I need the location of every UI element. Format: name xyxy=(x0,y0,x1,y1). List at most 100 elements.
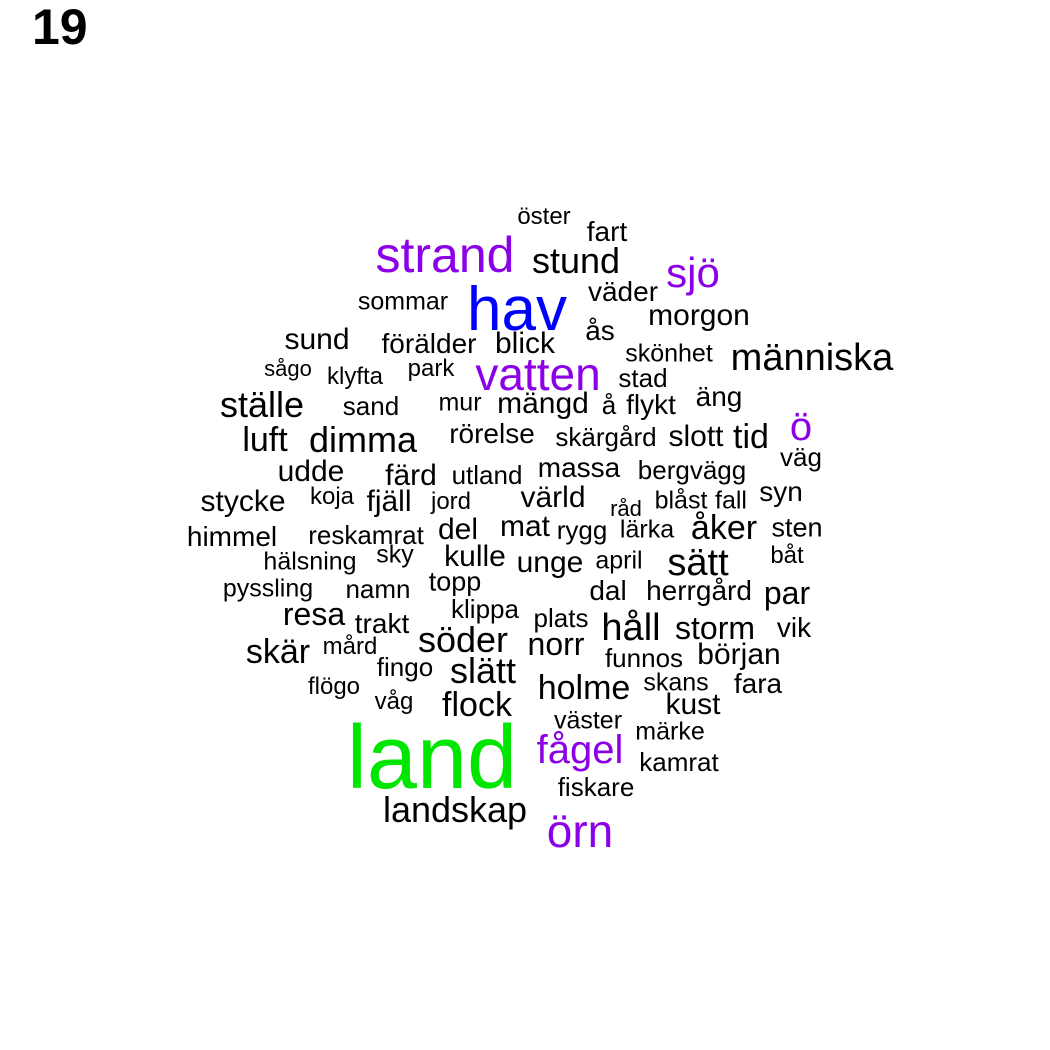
word-massa: massa xyxy=(537,452,621,483)
word-skargard: skärgård xyxy=(555,422,657,452)
word-stycke: stycke xyxy=(200,485,286,518)
word-hall: håll xyxy=(601,607,661,649)
word-flykt: flykt xyxy=(626,389,676,420)
word-borjan: början xyxy=(697,638,781,671)
word-flock: flock xyxy=(442,686,512,724)
word-mard: mård xyxy=(322,633,378,660)
word-sund: sund xyxy=(284,323,350,356)
word-morgon: morgon xyxy=(648,299,750,332)
word-land: land xyxy=(346,708,518,808)
word-bat: båt xyxy=(770,542,804,569)
word-soder: söder xyxy=(417,619,509,660)
word-tid: tid xyxy=(733,418,769,456)
word-rygg: rygg xyxy=(556,515,608,545)
word-vag: väg xyxy=(780,442,822,472)
word-utland: utland xyxy=(451,460,523,490)
word-stund: stund xyxy=(531,240,621,281)
word-oster: öster xyxy=(517,203,571,230)
word-fjall: fjäll xyxy=(366,485,412,518)
word-rorelse: rörelse xyxy=(449,418,535,449)
word-orn: örn xyxy=(546,805,614,857)
word-skar: skär xyxy=(245,633,311,671)
word-sky: sky xyxy=(376,540,414,569)
word-april: april xyxy=(595,546,643,575)
word-fall: fall xyxy=(715,486,747,515)
word-klyfta: klyfta xyxy=(326,363,384,390)
word-mangd: mängd xyxy=(497,387,589,420)
word-ang: äng xyxy=(695,381,743,412)
word-fard: färd xyxy=(385,459,437,492)
word-sommar: sommar xyxy=(357,287,449,316)
word-unge: unge xyxy=(516,546,584,579)
word-skonhet: skönhet xyxy=(625,339,713,368)
word-park: park xyxy=(407,355,455,382)
word-topp: topp xyxy=(428,566,482,597)
word-bergvagg: bergvägg xyxy=(637,455,747,485)
word-holme: holme xyxy=(537,669,631,707)
word-herrgard: herrgård xyxy=(646,575,752,606)
word-sand: sand xyxy=(342,391,400,421)
word-jord: jord xyxy=(430,488,472,515)
word-fara: fara xyxy=(733,668,783,699)
word-strand: strand xyxy=(375,227,515,283)
word-as: ås xyxy=(585,315,615,346)
word-halsning: hälsning xyxy=(263,547,357,576)
word-syn: syn xyxy=(759,476,803,507)
word-reskamrat: reskamrat xyxy=(308,520,424,550)
word-blick: blick xyxy=(494,327,556,360)
word-aker: åker xyxy=(690,509,758,547)
word-kust: kust xyxy=(665,688,721,721)
word-a: å xyxy=(601,390,617,420)
word-namn: namn xyxy=(345,574,411,604)
word-udde: udde xyxy=(277,455,345,488)
word-foralder: förälder xyxy=(381,328,477,359)
word-hav: hav xyxy=(467,275,567,344)
word-vatten: vatten xyxy=(475,348,601,400)
word-marke: märke xyxy=(635,717,705,746)
word-skans: skans xyxy=(643,668,709,697)
word-fart: fart xyxy=(586,216,628,247)
word-manniska: människa xyxy=(730,337,894,379)
word-slott: slott xyxy=(668,420,724,453)
word-sjo: sjö xyxy=(666,249,720,296)
word-larka: lärka xyxy=(619,515,675,544)
word-sten: sten xyxy=(771,512,823,543)
word-sago: sågo xyxy=(264,356,312,381)
word-rad: råd xyxy=(610,496,642,521)
word-koja: koja xyxy=(309,483,355,510)
word-vik: vik xyxy=(776,612,812,643)
word-slatt: slätt xyxy=(449,650,517,691)
word-varld: värld xyxy=(520,481,586,514)
word-vaster: väster xyxy=(553,706,623,735)
word-par: par xyxy=(763,575,811,611)
word-norr: norr xyxy=(527,626,585,662)
word-del: del xyxy=(437,513,479,546)
word-luft: luft xyxy=(242,421,288,459)
word-satt: sätt xyxy=(667,542,729,584)
word-mur: mur xyxy=(438,388,482,417)
word-blast: blåst xyxy=(654,486,708,515)
word-fiskare: fiskare xyxy=(557,772,635,802)
word-landskap: landskap xyxy=(382,789,528,830)
page-number: 19 xyxy=(32,0,88,55)
word-flogo: flögo xyxy=(307,673,361,700)
word-vader: väder xyxy=(587,276,659,307)
word-pyssling: pyssling xyxy=(222,574,314,603)
word-trakt: trakt xyxy=(354,608,410,639)
word-kamrat: kamrat xyxy=(639,747,719,777)
word-funnos: funnos xyxy=(604,643,684,673)
word-o: ö xyxy=(789,405,813,449)
word-storm: storm xyxy=(675,610,755,646)
word-stad: stad xyxy=(618,363,668,393)
word-fingo: fingo xyxy=(376,652,434,682)
word-resa: resa xyxy=(282,596,346,632)
word-himmel: himmel xyxy=(186,521,278,552)
word-dal: dal xyxy=(589,575,627,606)
word-kulle: kulle xyxy=(444,540,506,573)
word-plats: plats xyxy=(533,603,589,633)
word-stalle: ställe xyxy=(219,384,305,425)
word-dimma: dimma xyxy=(308,419,418,460)
word-klippa: klippa xyxy=(451,594,519,624)
word-fagel: fågel xyxy=(536,728,624,772)
